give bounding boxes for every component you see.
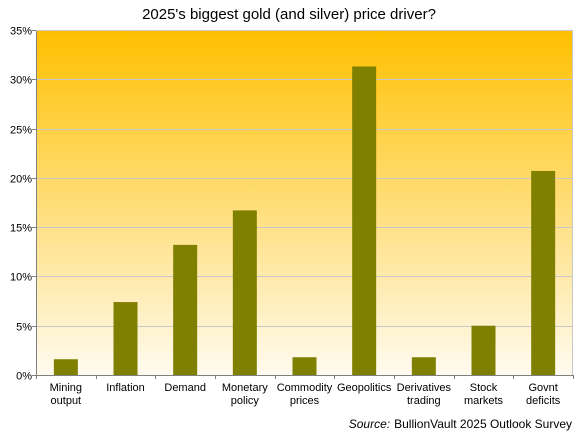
source-label: Source: [349,417,390,431]
bar [113,302,138,375]
x-tick-label: Mining output [50,382,82,407]
bar [531,170,556,375]
bar [173,244,198,375]
x-tick-label: Stock markets [464,382,504,407]
y-tick-label: 20% [10,174,32,186]
bar [352,66,377,375]
x-tick-label: Derivatives trading [397,382,452,407]
y-tick-label: 25% [10,125,32,137]
y-tick-label: 0% [16,371,32,383]
chart-title: 2025's biggest gold (and silver) price d… [142,6,436,23]
y-tick-label: 30% [10,75,32,87]
bar [232,210,257,375]
x-tick-label: Govnt deficits [526,382,561,407]
x-tick-label: Monetary policy [222,382,268,407]
y-tick-label: 10% [10,272,32,284]
source-note: Source: BullionVault 2025 Outlook Survey [349,417,572,431]
y-tick-label: 5% [16,322,32,334]
x-tick-label: Inflation [106,382,145,394]
bar [53,359,78,375]
y-tick-label: 15% [10,223,32,235]
axes [32,30,574,379]
x-tick-label: Geopolitics [337,382,392,394]
x-tick-label: Demand [164,382,206,394]
bar [411,357,436,375]
bars [53,66,556,375]
x-tick-label: Commodity prices [277,382,333,407]
source-text: BullionVault 2025 Outlook Survey [394,417,572,431]
y-tick-labels: 0% 5% 10% 15% 20% 25% 30% 35% [10,26,32,383]
bar [471,325,496,375]
y-tick-label: 35% [10,26,32,38]
x-tick-labels: Mining output Inflation Demand Monetary polic… [50,382,561,407]
bar [292,357,317,375]
